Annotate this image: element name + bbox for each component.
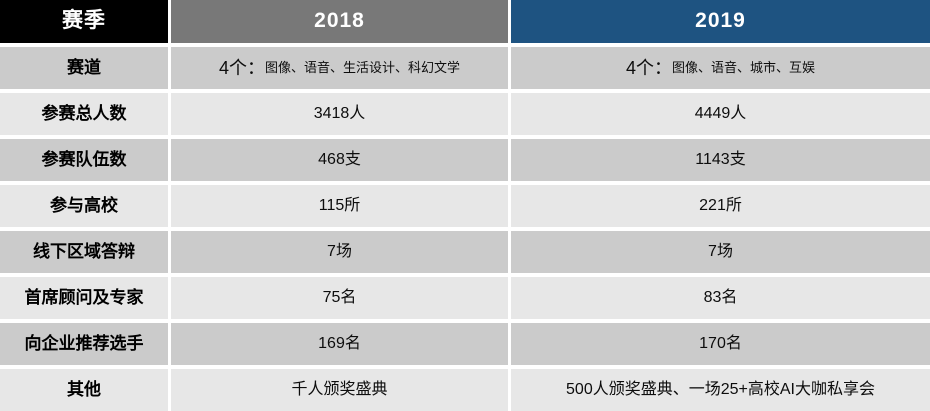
header-2019-cell: 2019 [511,0,930,43]
row-tracks-2018-value: 4个： 图像、语音、生活设计、科幻文学 [171,47,508,89]
row-label-text: 线下区域答辩 [33,242,135,262]
row-universities-2019-value: 221所 [511,185,930,227]
row-teams-2019-value: 1143支 [511,139,930,181]
row-label-text: 参赛总人数 [41,104,127,124]
row-participants-2018-value: 3418人 [171,93,508,135]
row-recommended-2019-value: 170名 [511,323,930,365]
value-text: 1143支 [695,150,746,168]
value-text: 4449人 [694,104,747,122]
row-teams-label: 参赛队伍数 [0,139,168,181]
row-offline-defense-2019-value: 7场 [511,231,930,273]
tracks-2019-count: 4个： [625,57,672,78]
value-text: 221所 [699,196,742,214]
tracks-2019-detail: 图像、语音、城市、互娱 [672,59,816,75]
value-text: 75名 [322,288,357,306]
value-text: 3418人 [313,104,366,122]
value-text: 169名 [318,334,361,352]
row-offline-defense-label: 线下区域答辩 [0,231,168,273]
header-2018-cell: 2018 [171,0,508,43]
tracks-2018-count: 4个： [218,57,265,78]
row-tracks-label: 赛道 [0,47,168,89]
header-2019-label: 2019 [695,9,746,33]
value-text: 83名 [703,288,738,306]
row-recommended-2018-value: 169名 [171,323,508,365]
value-text: 170名 [699,334,742,352]
header-season-label: 赛季 [62,9,106,33]
value-text: 千人颁奖盛典 [291,380,388,398]
value-text: 115所 [318,196,361,214]
row-recommended-label: 向企业推荐选手 [0,323,168,365]
row-other-2019-value: 500人颁奖盛典、一场25+高校AI大咖私享会 [511,369,930,411]
row-label-text: 向企业推荐选手 [24,334,144,354]
row-universities-label: 参与高校 [0,185,168,227]
row-tracks-2019-value: 4个： 图像、语音、城市、互娱 [511,47,930,89]
row-teams-2018-value: 468支 [171,139,508,181]
row-offline-defense-2018-value: 7场 [171,231,508,273]
row-label-text: 参赛队伍数 [41,150,127,170]
row-label-text: 首席顾问及专家 [24,288,144,308]
row-label-text: 赛道 [67,58,101,78]
row-advisors-2018-value: 75名 [171,277,508,319]
row-other-label: 其他 [0,369,168,411]
row-label-text: 参与高校 [50,196,118,216]
value-text: 500人颁奖盛典、一场25+高校AI大咖私享会 [566,380,875,398]
row-other-2018-value: 千人颁奖盛典 [171,369,508,411]
value-text: 7场 [708,242,733,260]
value-text: 468支 [318,150,361,168]
row-advisors-2019-value: 83名 [511,277,930,319]
header-2018-label: 2018 [314,9,365,33]
row-label-text: 其他 [67,380,101,400]
header-season-cell: 赛季 [0,0,168,43]
row-universities-2018-value: 115所 [171,185,508,227]
value-text: 7场 [327,242,352,260]
row-advisors-label: 首席顾问及专家 [0,277,168,319]
tracks-2018-detail: 图像、语音、生活设计、科幻文学 [265,59,461,75]
row-participants-label: 参赛总人数 [0,93,168,135]
row-participants-2019-value: 4449人 [511,93,930,135]
